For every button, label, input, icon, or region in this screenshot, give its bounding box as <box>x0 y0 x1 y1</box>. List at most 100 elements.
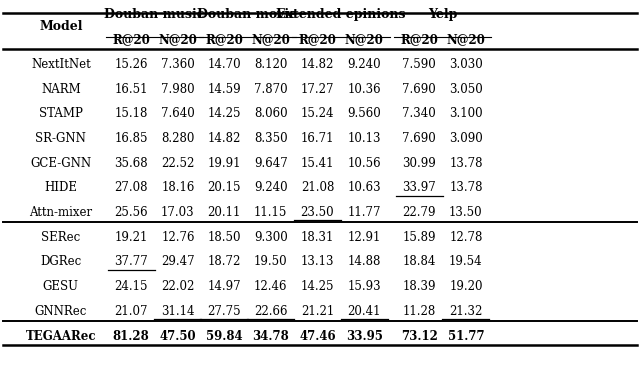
Text: 18.16: 18.16 <box>161 181 195 194</box>
Text: 14.59: 14.59 <box>207 83 241 95</box>
Text: 14.82: 14.82 <box>301 58 334 71</box>
Text: 29.47: 29.47 <box>161 256 195 268</box>
Text: TEGAARec: TEGAARec <box>26 330 96 342</box>
Text: 7.870: 7.870 <box>254 83 287 95</box>
Text: 11.28: 11.28 <box>403 305 436 318</box>
Text: NARM: NARM <box>41 83 81 95</box>
Text: 31.14: 31.14 <box>161 305 195 318</box>
Text: 7.690: 7.690 <box>403 132 436 145</box>
Text: 15.18: 15.18 <box>115 107 148 120</box>
Text: 27.75: 27.75 <box>207 305 241 318</box>
Text: 16.51: 16.51 <box>115 83 148 95</box>
Text: 17.27: 17.27 <box>301 83 334 95</box>
Text: Attn-mixer: Attn-mixer <box>29 206 92 219</box>
Text: 47.46: 47.46 <box>299 330 336 342</box>
Text: 18.72: 18.72 <box>207 256 241 268</box>
Text: 15.24: 15.24 <box>301 107 334 120</box>
Text: 14.82: 14.82 <box>207 132 241 145</box>
Text: 23.50: 23.50 <box>301 206 334 219</box>
Text: 21.32: 21.32 <box>449 305 483 318</box>
Text: 19.21: 19.21 <box>115 231 148 244</box>
Text: 47.50: 47.50 <box>159 330 196 342</box>
Text: 7.690: 7.690 <box>403 83 436 95</box>
Text: N@20: N@20 <box>345 33 383 46</box>
Text: 18.84: 18.84 <box>403 256 436 268</box>
Text: STAMP: STAMP <box>39 107 83 120</box>
Text: 33.95: 33.95 <box>346 330 383 342</box>
Text: 10.63: 10.63 <box>348 181 381 194</box>
Text: 22.66: 22.66 <box>254 305 287 318</box>
Text: 13.78: 13.78 <box>449 157 483 169</box>
Text: 20.41: 20.41 <box>348 305 381 318</box>
Text: Model: Model <box>39 20 83 32</box>
Text: 10.36: 10.36 <box>348 83 381 95</box>
Text: 9.647: 9.647 <box>254 157 287 169</box>
Text: 3.090: 3.090 <box>449 132 483 145</box>
Text: 33.97: 33.97 <box>403 181 436 194</box>
Text: 13.78: 13.78 <box>449 181 483 194</box>
Text: 21.08: 21.08 <box>301 181 334 194</box>
Text: 14.25: 14.25 <box>301 280 334 293</box>
Text: 7.590: 7.590 <box>403 58 436 71</box>
Text: 8.060: 8.060 <box>254 107 287 120</box>
Text: 14.70: 14.70 <box>207 58 241 71</box>
Text: 20.11: 20.11 <box>207 206 241 219</box>
Text: 22.79: 22.79 <box>403 206 436 219</box>
Text: 73.12: 73.12 <box>401 330 438 342</box>
Text: 11.15: 11.15 <box>254 206 287 219</box>
Text: 15.26: 15.26 <box>115 58 148 71</box>
Text: SERec: SERec <box>41 231 81 244</box>
Text: 21.21: 21.21 <box>301 305 334 318</box>
Text: Douban movie: Douban movie <box>197 8 298 21</box>
Text: 9.560: 9.560 <box>348 107 381 120</box>
Text: Douban music: Douban music <box>104 8 205 21</box>
Text: 24.15: 24.15 <box>115 280 148 293</box>
Text: 3.030: 3.030 <box>449 58 483 71</box>
Text: 13.50: 13.50 <box>449 206 483 219</box>
Text: N@20: N@20 <box>159 33 197 46</box>
Text: 16.71: 16.71 <box>301 132 334 145</box>
Text: 25.56: 25.56 <box>115 206 148 219</box>
Text: R@20: R@20 <box>298 33 337 46</box>
Text: 35.68: 35.68 <box>115 157 148 169</box>
Text: 18.50: 18.50 <box>207 231 241 244</box>
Text: 14.25: 14.25 <box>207 107 241 120</box>
Text: 37.77: 37.77 <box>115 256 148 268</box>
Text: Yelp: Yelp <box>428 8 457 21</box>
Text: NextItNet: NextItNet <box>31 58 91 71</box>
Text: GCE-GNN: GCE-GNN <box>30 157 92 169</box>
Text: 18.31: 18.31 <box>301 231 334 244</box>
Text: N@20: N@20 <box>447 33 485 46</box>
Text: 51.77: 51.77 <box>447 330 484 342</box>
Text: 13.13: 13.13 <box>301 256 334 268</box>
Text: R@20: R@20 <box>112 33 150 46</box>
Text: Extended epinions: Extended epinions <box>276 8 406 21</box>
Text: 7.340: 7.340 <box>403 107 436 120</box>
Text: 14.97: 14.97 <box>207 280 241 293</box>
Text: SR-GNN: SR-GNN <box>35 132 86 145</box>
Text: 7.640: 7.640 <box>161 107 195 120</box>
Text: 20.15: 20.15 <box>207 181 241 194</box>
Text: 19.50: 19.50 <box>254 256 287 268</box>
Text: 7.980: 7.980 <box>161 83 195 95</box>
Text: 27.08: 27.08 <box>115 181 148 194</box>
Text: 21.07: 21.07 <box>115 305 148 318</box>
Text: 3.100: 3.100 <box>449 107 483 120</box>
Text: 10.13: 10.13 <box>348 132 381 145</box>
Text: N@20: N@20 <box>252 33 290 46</box>
Text: 22.02: 22.02 <box>161 280 195 293</box>
Text: 8.120: 8.120 <box>254 58 287 71</box>
Text: 12.46: 12.46 <box>254 280 287 293</box>
Text: 59.84: 59.84 <box>205 330 243 342</box>
Text: 15.41: 15.41 <box>301 157 334 169</box>
Text: 10.56: 10.56 <box>348 157 381 169</box>
Text: 9.300: 9.300 <box>254 231 287 244</box>
Text: HIDE: HIDE <box>44 181 77 194</box>
Text: 22.52: 22.52 <box>161 157 195 169</box>
Text: 9.240: 9.240 <box>254 181 287 194</box>
Text: GESU: GESU <box>43 280 79 293</box>
Text: 12.91: 12.91 <box>348 231 381 244</box>
Text: 7.360: 7.360 <box>161 58 195 71</box>
Text: 19.20: 19.20 <box>449 280 483 293</box>
Text: 17.03: 17.03 <box>161 206 195 219</box>
